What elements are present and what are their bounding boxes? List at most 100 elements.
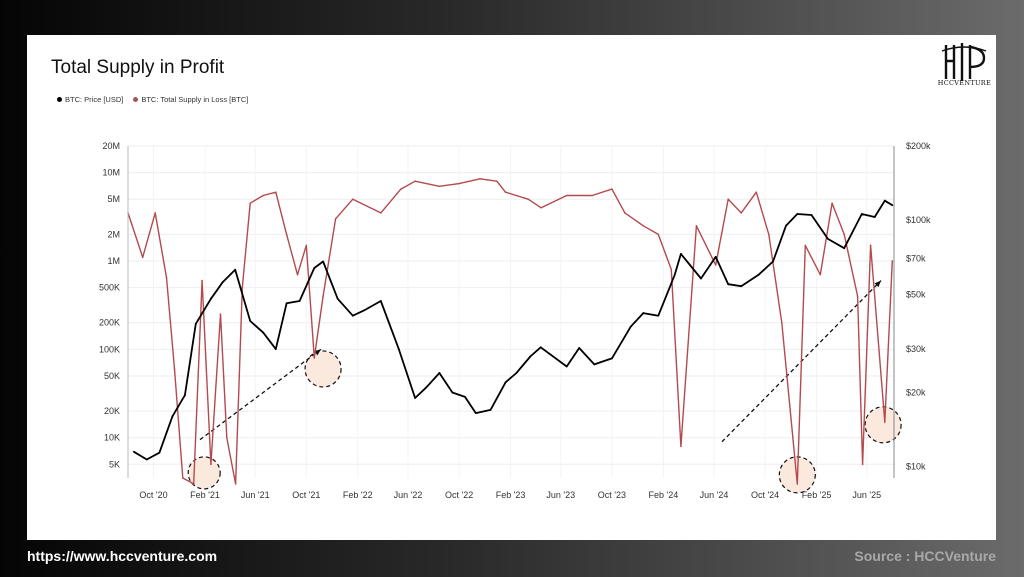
point-supply-in-loss xyxy=(624,212,626,214)
point-supply-in-loss xyxy=(262,194,265,197)
y-left-tick-label: 5K xyxy=(109,459,120,469)
point-supply-in-loss xyxy=(234,483,237,485)
point-supply-in-loss xyxy=(504,191,507,194)
point-supply-in-loss xyxy=(657,233,660,236)
point-btc-price xyxy=(810,214,813,216)
y-left-tick-label: 500K xyxy=(99,283,120,293)
point-btc-price xyxy=(642,312,645,314)
x-tick-label: Oct '23 xyxy=(598,490,626,500)
point-supply-in-loss xyxy=(642,225,645,227)
y-left-tick-label: 5M xyxy=(107,194,120,204)
point-btc-price xyxy=(379,300,382,302)
point-btc-price xyxy=(714,255,717,258)
x-tick-label: Feb '25 xyxy=(802,490,832,500)
point-supply-in-loss xyxy=(414,180,416,182)
footer-url-link[interactable]: https://www.hccventure.com xyxy=(27,548,218,564)
point-btc-price xyxy=(362,309,365,312)
point-supply-in-loss xyxy=(173,368,176,370)
y-right-tick-label: $20k xyxy=(906,388,926,398)
point-supply-in-loss xyxy=(201,279,203,282)
point-supply-in-loss xyxy=(210,463,212,466)
axis-layer: 20M 10M 5M 2M 1M 500K 200K 100K 50K 20K 10K 5K $200k… xyxy=(99,141,931,500)
point-supply-in-loss xyxy=(380,212,382,214)
point-supply-in-loss xyxy=(495,180,498,182)
point-btc-price xyxy=(209,297,212,300)
point-supply-in-loss xyxy=(670,268,673,271)
y-right-tick-label: $10k xyxy=(906,462,926,472)
legend-item-loss[interactable]: BTC: Total Supply in Loss [BTC] xyxy=(133,95,248,104)
point-supply-in-loss xyxy=(591,194,594,197)
y-left-tick-label: 1M xyxy=(107,256,120,266)
point-btc-price xyxy=(285,302,288,305)
point-btc-price xyxy=(158,451,161,454)
point-btc-price xyxy=(234,268,237,271)
x-tick-label: Oct '24 xyxy=(751,490,779,500)
point-btc-price xyxy=(221,281,224,284)
y-right-tick-label: $200k xyxy=(906,141,931,151)
y-left-tick-label: 50K xyxy=(104,371,120,381)
point-supply-in-loss xyxy=(843,233,845,236)
y-right-tick-label: $50k xyxy=(906,289,926,299)
legend-swatch-loss xyxy=(133,97,139,102)
point-supply-in-loss xyxy=(891,260,894,262)
point-btc-price xyxy=(313,267,316,269)
point-supply-in-loss xyxy=(740,212,743,214)
point-supply-in-loss xyxy=(727,198,730,201)
point-supply-in-loss xyxy=(351,198,354,201)
y-left-tick-label: 10M xyxy=(102,168,120,178)
x-tick-label: Oct '22 xyxy=(445,490,473,500)
point-btc-price xyxy=(145,458,148,461)
y-left-tick-label: 200K xyxy=(99,318,120,328)
point-btc-price xyxy=(425,386,428,389)
point-btc-price xyxy=(883,199,886,202)
legend-label-loss: BTC: Total Supply in Loss [BTC] xyxy=(141,95,249,104)
point-btc-price xyxy=(274,348,277,351)
point-btc-price xyxy=(322,260,324,263)
point-supply-in-loss xyxy=(219,313,222,315)
point-btc-price xyxy=(700,277,702,280)
point-btc-price xyxy=(873,216,876,218)
point-btc-price xyxy=(657,314,660,317)
point-btc-price xyxy=(629,325,632,328)
point-supply-in-loss xyxy=(313,357,316,359)
trend-arrow-head xyxy=(874,280,882,288)
point-btc-price xyxy=(680,253,682,255)
point-btc-price xyxy=(414,397,417,399)
point-btc-price xyxy=(464,395,466,398)
legend-item-price[interactable]: BTC: Price [USD] xyxy=(57,95,123,104)
series-line-supply-in-loss xyxy=(127,178,893,485)
legend-label-price: BTC: Price [USD] xyxy=(65,95,124,104)
point-supply-in-loss xyxy=(305,244,308,247)
point-supply-in-loss xyxy=(796,483,799,485)
point-supply-in-loss xyxy=(804,244,807,247)
point-supply-in-loss xyxy=(241,286,244,289)
y-left-tick-label: 10K xyxy=(104,433,120,443)
point-supply-in-loss xyxy=(755,191,758,194)
point-btc-price xyxy=(194,322,197,325)
point-supply-in-loss xyxy=(611,188,613,190)
point-btc-price xyxy=(515,372,518,374)
series-layer xyxy=(127,178,894,485)
point-supply-in-loss xyxy=(819,273,822,276)
point-btc-price xyxy=(539,346,542,349)
point-btc-price xyxy=(451,391,454,394)
point-supply-in-loss xyxy=(458,182,460,185)
point-supply-in-loss xyxy=(856,295,859,297)
highlight-circle xyxy=(187,456,221,490)
y-left-tick-label: 20K xyxy=(104,406,120,416)
trend-arrow-line xyxy=(199,348,322,441)
hcc-logo-icon xyxy=(941,43,987,81)
point-supply-in-loss xyxy=(695,225,698,227)
highlight-circle xyxy=(304,350,342,388)
x-tick-label: Feb '24 xyxy=(648,490,678,500)
x-tick-label: Jun '22 xyxy=(394,490,423,500)
point-btc-price xyxy=(740,285,743,288)
x-tick-label: Oct '20 xyxy=(139,490,167,500)
point-btc-price xyxy=(336,297,339,300)
point-supply-in-loss xyxy=(182,477,184,479)
point-btc-price xyxy=(578,347,581,349)
x-tick-label: Oct '21 xyxy=(292,490,320,500)
point-supply-in-loss xyxy=(296,273,299,276)
x-tick-label: Jun '21 xyxy=(241,490,270,500)
